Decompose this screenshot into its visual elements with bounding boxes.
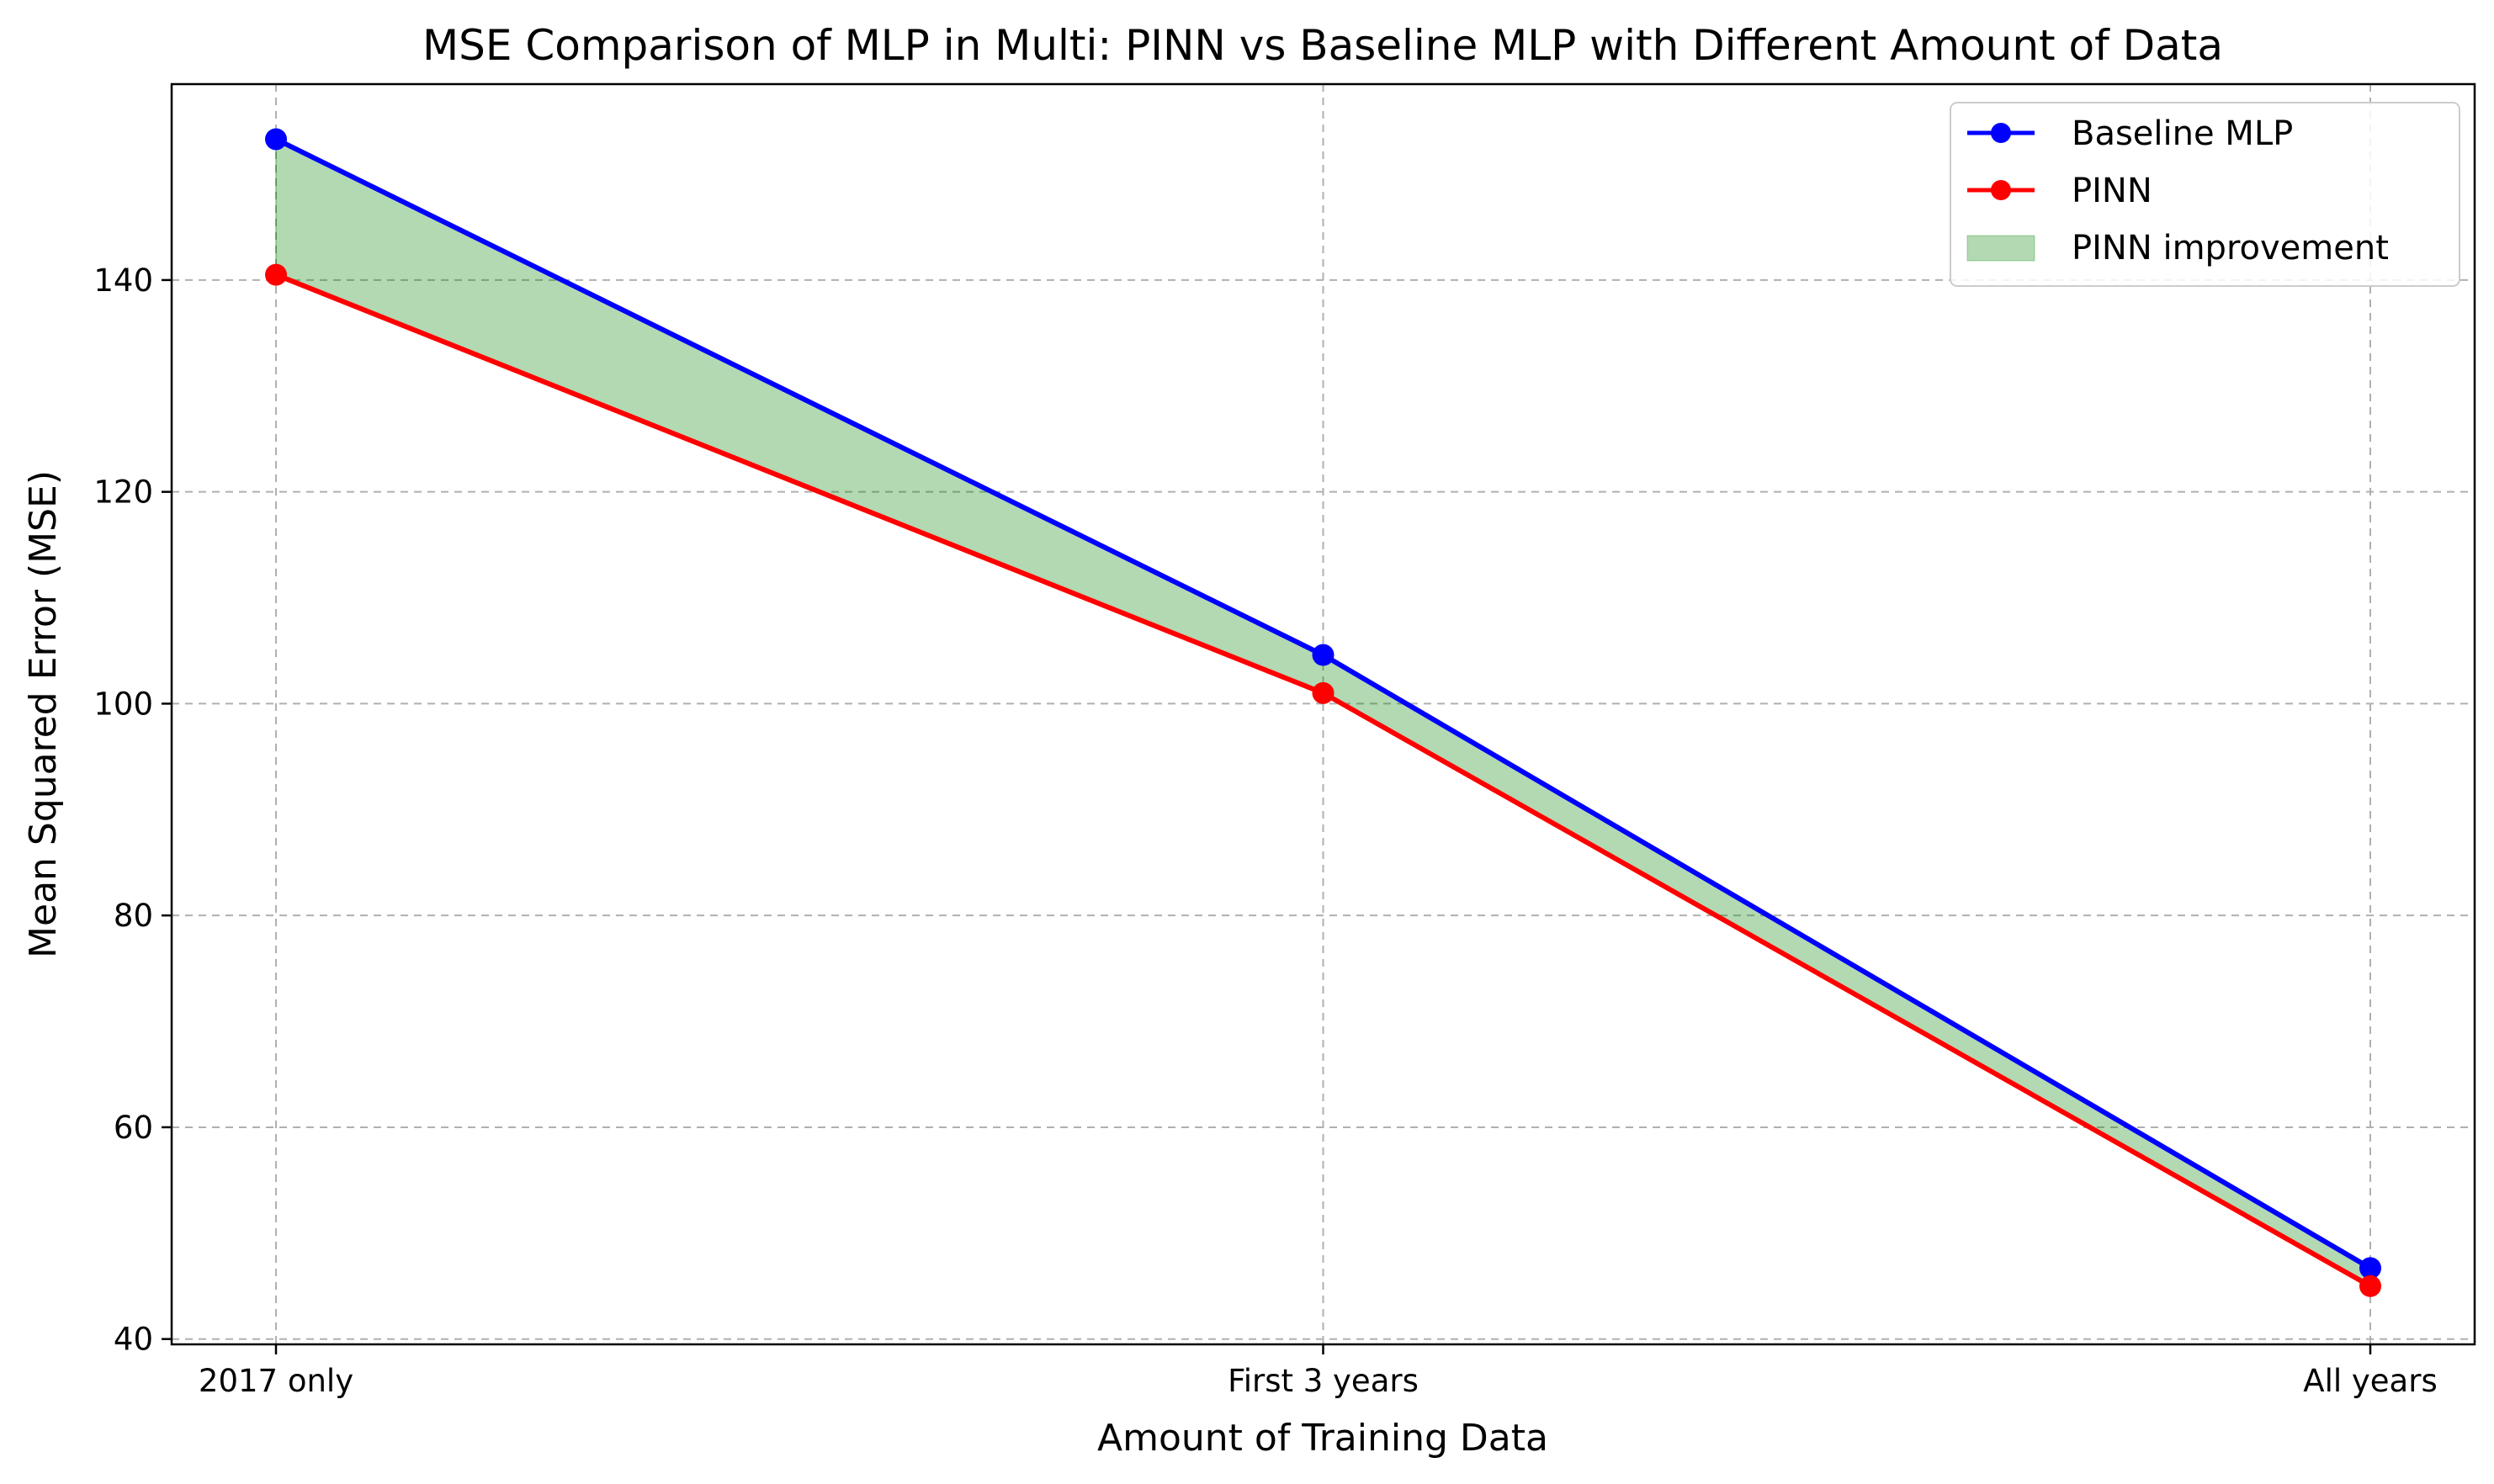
x-axis: 2017 only First 3 years All years [199, 1344, 2438, 1399]
y-tick-label-40: 40 [114, 1322, 153, 1358]
x-tick-label-2017-only: 2017 only [199, 1363, 353, 1399]
data-point-baseline-mlp-all-years [2359, 1257, 2381, 1280]
y-tick-label-80: 80 [114, 898, 153, 934]
series-markers [265, 128, 2381, 1297]
data-point-pinn-2017-only [265, 263, 287, 286]
legend: Baseline MLP PINN PINN improvement [1950, 102, 2460, 287]
legend-entry-pinn-improvement: PINN improvement [1966, 229, 2389, 268]
x-axis-label: Amount of Training Data [1097, 1417, 1548, 1460]
legend-frame [1950, 102, 2460, 287]
data-point-baseline-mlp-2017-only [265, 128, 287, 151]
y-axis: 40 60 80 100 120 140 [93, 262, 172, 1358]
data-point-baseline-mlp-first-3-years [1312, 644, 1335, 666]
legend-label-pinn: PINN [2072, 172, 2152, 210]
legend-marker-pinn [1991, 180, 2011, 200]
legend-entry-baseline-mlp: Baseline MLP [1967, 114, 2293, 153]
data-point-pinn-all-years [2359, 1275, 2381, 1297]
legend-entry-pinn: PINN [1967, 172, 2152, 210]
legend-label-baseline-mlp: Baseline MLP [2072, 114, 2293, 153]
data-point-pinn-first-3-years [1312, 681, 1335, 704]
legend-label-pinn-improvement: PINN improvement [2072, 229, 2389, 268]
y-tick-label-100: 100 [93, 686, 153, 722]
y-tick-label-140: 140 [93, 262, 153, 299]
legend-swatch-pinn-improvement [1966, 235, 2035, 262]
x-tick-label-first-3-years: First 3 years [1228, 1363, 1419, 1399]
y-axis-label: Mean Squared Error (MSE) [22, 470, 65, 958]
chart-title: MSE Comparison of MLP in Multi: PINN vs … [422, 21, 2223, 70]
y-tick-label-60: 60 [114, 1110, 153, 1146]
y-tick-label-120: 120 [93, 474, 153, 511]
x-tick-label-all-years: All years [2303, 1363, 2437, 1399]
legend-marker-baseline-mlp [1991, 123, 2011, 143]
